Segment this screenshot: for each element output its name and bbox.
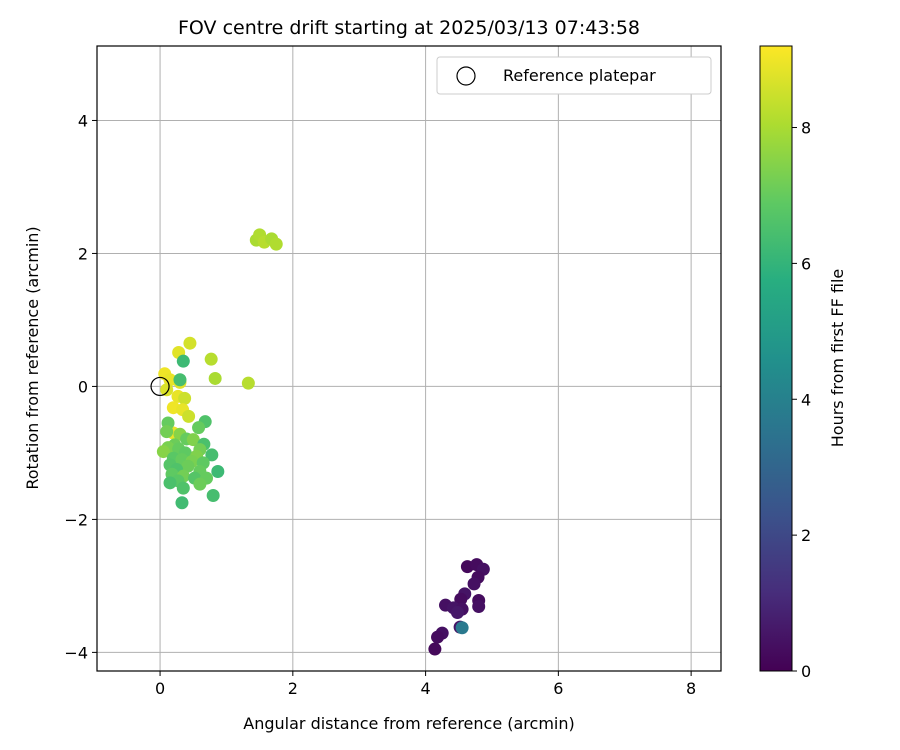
data-point <box>428 642 442 656</box>
reference-platepar-marker <box>150 376 170 397</box>
colorbar-tick-label: 4 <box>801 390 811 409</box>
data-point <box>183 336 197 350</box>
data-point <box>204 352 218 366</box>
colorbar-tick-label: 0 <box>801 662 811 681</box>
data-point <box>211 465 225 479</box>
data-point <box>173 373 187 387</box>
data-point <box>455 621 469 635</box>
data-point <box>186 433 200 447</box>
legend: Reference platepar <box>436 56 712 95</box>
data-point <box>467 577 481 591</box>
x-tick-label: 6 <box>553 679 563 698</box>
y-axis-ticks: −4 −2 0 2 4 <box>64 111 97 662</box>
colorbar-gradient <box>759 45 793 672</box>
data-point <box>175 496 189 510</box>
y-axis-title: Rotation from reference (arcmin) <box>23 226 42 489</box>
data-point <box>454 592 468 606</box>
y-tick-label: 2 <box>78 244 88 263</box>
data-point <box>241 376 255 390</box>
y-tick-label: 0 <box>78 377 88 396</box>
x-tick-label: 2 <box>288 679 298 698</box>
colorbar-tick-label: 8 <box>801 119 811 138</box>
colorbar-title: Hours from first FF file <box>828 269 847 448</box>
legend-box <box>436 56 712 95</box>
x-tick-label: 0 <box>155 679 165 698</box>
data-point <box>160 425 174 439</box>
colorbar-tick-label: 2 <box>801 526 811 545</box>
data-point <box>205 448 219 462</box>
data-point <box>431 630 445 644</box>
data-point <box>450 605 464 619</box>
data-point <box>181 459 195 473</box>
legend-label: Reference platepar <box>503 66 656 85</box>
data-point <box>208 371 222 385</box>
data-point <box>163 476 177 490</box>
data-point <box>163 373 177 387</box>
x-tick-label: 8 <box>686 679 696 698</box>
plot-frame <box>96 45 722 672</box>
data-point <box>176 481 190 495</box>
grid <box>97 46 721 671</box>
data-point <box>160 383 174 397</box>
scatter-points <box>156 228 490 656</box>
data-point <box>269 237 283 251</box>
data-point <box>156 445 170 459</box>
x-axis-ticks: 0 2 4 6 8 <box>155 671 696 698</box>
y-tick-label: 4 <box>78 111 88 130</box>
data-point <box>206 488 220 502</box>
chart-title: FOV centre drift starting at 2025/03/13 … <box>178 17 640 39</box>
reference-marker-group <box>150 376 170 397</box>
colorbar-tick-label: 6 <box>801 254 811 273</box>
colorbar: 0 2 4 6 8 Hours from first FF file <box>759 45 847 681</box>
data-point <box>192 421 206 435</box>
data-point <box>182 409 196 423</box>
data-point <box>472 600 486 614</box>
data-point <box>178 391 192 405</box>
legend-marker-icon <box>456 66 476 86</box>
colorbar-ticks: 0 2 4 6 8 <box>792 119 811 681</box>
data-point <box>176 354 190 368</box>
y-tick-label: −4 <box>64 643 88 662</box>
data-point <box>193 477 207 491</box>
x-axis-title: Angular distance from reference (arcmin) <box>243 714 574 733</box>
y-tick-label: −2 <box>64 510 88 529</box>
x-tick-label: 4 <box>421 679 431 698</box>
